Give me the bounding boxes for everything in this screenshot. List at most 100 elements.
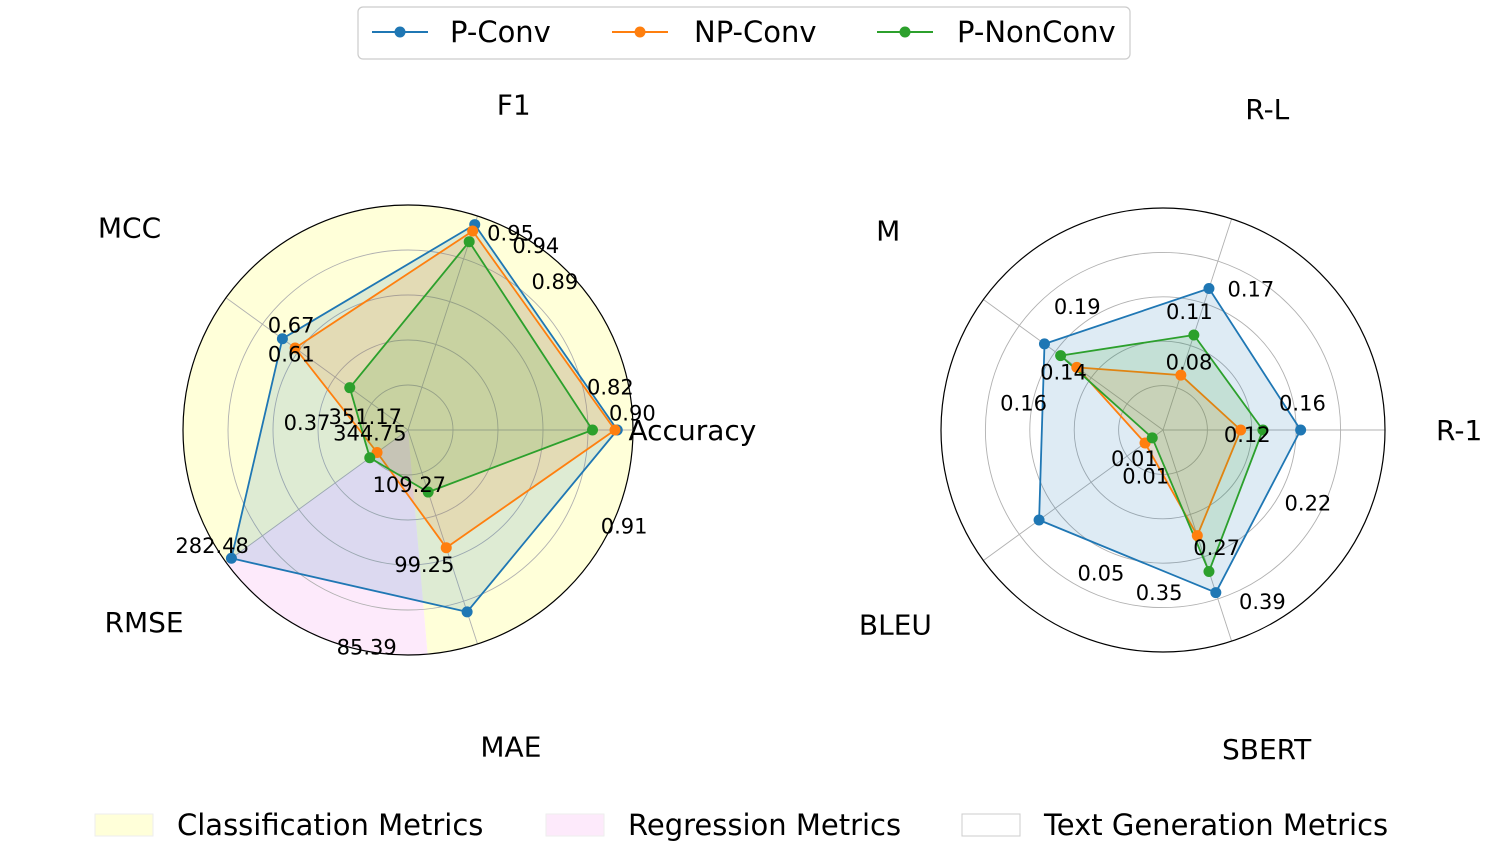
legend-entry-regression[interactable]: Regression Metrics xyxy=(545,808,901,842)
value-label: 0.61 xyxy=(268,343,315,367)
swatch-regression xyxy=(545,813,605,837)
value-label: 109.27 xyxy=(373,473,446,497)
swatch-text-generation xyxy=(961,813,1021,837)
data-point-p-nonconv[interactable] xyxy=(364,452,376,464)
data-point-p-nonconv[interactable] xyxy=(587,424,598,436)
legend-label-regression: Regression Metrics xyxy=(628,808,901,842)
value-label: 0.16 xyxy=(1000,392,1047,416)
data-point-np-conv[interactable] xyxy=(1175,369,1187,381)
grid-spoke xyxy=(1162,218,1233,431)
data-point-p-nonconv[interactable] xyxy=(1257,424,1269,436)
value-label: 0.27 xyxy=(1193,536,1240,560)
series-area-p-nonconv xyxy=(1059,334,1264,573)
data-point-p-conv[interactable] xyxy=(225,552,237,564)
data-point-p-nonconv[interactable] xyxy=(344,382,356,394)
data-point-p-conv[interactable] xyxy=(1295,424,1307,436)
value-label: 351.17 xyxy=(329,405,402,429)
legend-label-classification: Classification Metrics xyxy=(177,808,483,842)
legend-label-p-nonconv: P-NonConv xyxy=(957,15,1116,49)
legend-marker-p-conv xyxy=(394,26,406,38)
legend-marker-np-conv xyxy=(634,26,646,38)
left-series-areas xyxy=(230,223,619,613)
data-point-p-nonconv[interactable] xyxy=(1146,432,1158,444)
data-point-p-conv[interactable] xyxy=(1033,514,1045,526)
value-label: 0.82 xyxy=(587,375,634,399)
axis-label-rl: R-L xyxy=(1245,93,1289,126)
data-point-p-nonconv[interactable] xyxy=(422,486,434,498)
legend-entry-np-conv[interactable]: NP-Conv xyxy=(612,15,817,49)
series-area-p-conv xyxy=(1038,287,1302,594)
value-label: 0.11 xyxy=(1166,300,1213,324)
axis-label-m: M xyxy=(876,214,900,247)
left-series-markers xyxy=(225,219,623,618)
data-point-np-conv[interactable] xyxy=(289,342,301,354)
value-label: 0.67 xyxy=(268,313,315,337)
value-label: 0.01 xyxy=(1111,447,1158,471)
axis-label-rmse: RMSE xyxy=(105,606,184,639)
radar-classification-regression: Accuracy F1 MCC RMSE MAE 0.90 0.82 0.91 … xyxy=(98,89,756,764)
data-point-np-conv[interactable] xyxy=(467,225,479,237)
axis-label-mcc: MCC xyxy=(98,212,161,245)
data-point-np-conv[interactable] xyxy=(1235,424,1247,436)
regression-sector xyxy=(225,430,428,655)
data-point-p-conv[interactable] xyxy=(276,333,288,345)
axis-label-sbert: SBERT xyxy=(1222,733,1312,766)
value-label: 0.94 xyxy=(512,234,559,258)
value-label: 344.75 xyxy=(333,422,406,446)
value-label: 0.17 xyxy=(1227,278,1274,302)
swatch-classification xyxy=(94,813,154,837)
data-point-np-conv[interactable] xyxy=(609,424,621,436)
axis-label-r1: R-1 xyxy=(1436,414,1482,447)
right-value-labels: 0.22 0.16 0.12 0.17 0.11 0.08 0.19 0.14 … xyxy=(1000,278,1331,614)
right-axis-labels: R-1 R-L M BLEU SBERT xyxy=(859,93,1482,766)
value-label: 0.37 xyxy=(284,411,331,435)
left-value-labels: 0.90 0.82 0.91 0.89 0.94 0.95 0.67 0.61 … xyxy=(175,221,655,659)
value-label: 0.90 xyxy=(609,402,656,426)
right-series-areas xyxy=(1038,287,1302,594)
left-axis-labels: Accuracy F1 MCC RMSE MAE xyxy=(98,89,756,764)
legend-entry-classification[interactable]: Classification Metrics xyxy=(94,808,483,842)
data-point-p-conv[interactable] xyxy=(1210,587,1222,599)
radar-text-generation: R-1 R-L M BLEU SBERT 0.22 0.16 0.12 0.17… xyxy=(859,93,1482,766)
series-area-np-conv xyxy=(294,230,616,549)
legend-label-np-conv: NP-Conv xyxy=(694,15,817,49)
value-label: 85.39 xyxy=(337,636,397,660)
value-label: 0.35 xyxy=(1136,581,1183,605)
axis-label-accuracy: Accuracy xyxy=(629,414,757,447)
data-point-np-conv[interactable] xyxy=(440,542,452,554)
right-series-markers xyxy=(1033,283,1307,599)
data-point-p-nonconv[interactable] xyxy=(1203,565,1215,577)
value-label: 99.25 xyxy=(394,553,454,577)
value-label: 0.05 xyxy=(1078,561,1125,585)
legend-entry-p-conv[interactable]: P-Conv xyxy=(372,15,551,49)
value-label: 0.19 xyxy=(1054,295,1101,319)
left-outer-frame xyxy=(182,204,634,656)
data-point-p-nonconv[interactable] xyxy=(1188,329,1200,341)
legend-entry-text-generation[interactable]: Text Generation Metrics xyxy=(961,808,1388,842)
right-outer-frame xyxy=(940,207,1386,653)
legend-label-p-conv: P-Conv xyxy=(450,15,551,49)
grid-spoke xyxy=(407,215,478,431)
legend-entry-p-nonconv[interactable]: P-NonConv xyxy=(877,15,1116,49)
value-label: 0.01 xyxy=(1122,465,1169,489)
legend-marker-p-nonconv xyxy=(899,26,911,38)
data-point-p-nonconv[interactable] xyxy=(1055,350,1067,362)
data-point-p-conv[interactable] xyxy=(1038,338,1050,350)
value-label: 0.95 xyxy=(487,221,534,245)
value-label: 0.14 xyxy=(1040,360,1087,384)
data-point-np-conv[interactable] xyxy=(1071,361,1083,373)
axis-label-mae: MAE xyxy=(480,731,541,764)
data-point-p-conv[interactable] xyxy=(461,606,473,618)
data-point-np-conv[interactable] xyxy=(1191,530,1203,542)
axis-label-f1: F1 xyxy=(497,89,531,122)
grid-spoke xyxy=(225,297,409,431)
data-point-p-nonconv[interactable] xyxy=(463,236,475,248)
value-label: 0.39 xyxy=(1239,590,1286,614)
series-area-p-nonconv xyxy=(348,240,594,494)
grid-spoke xyxy=(983,429,1164,561)
value-label: 0.89 xyxy=(532,270,579,294)
value-label: 0.16 xyxy=(1279,392,1326,416)
value-label: 0.08 xyxy=(1166,351,1213,375)
data-point-p-conv[interactable] xyxy=(1203,283,1215,295)
